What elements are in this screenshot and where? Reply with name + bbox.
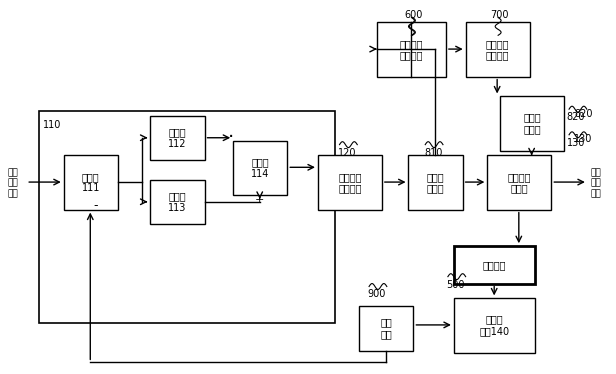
Text: 比例器
112: 比例器 112: [168, 128, 187, 149]
Text: 第二切
换开关: 第二切 换开关: [524, 113, 541, 134]
Bar: [487, 156, 551, 210]
Text: 500: 500: [447, 279, 465, 289]
Bar: [466, 22, 530, 77]
Text: 转矩
指令
信号: 转矩 指令 信号: [7, 168, 18, 198]
Text: 700: 700: [490, 10, 508, 19]
Text: 900: 900: [368, 289, 386, 299]
Text: 比较器
111: 比较器 111: [81, 172, 100, 193]
Bar: [408, 156, 463, 210]
Bar: [454, 298, 535, 353]
Text: 记录
仪器: 记录 仪器: [381, 318, 392, 339]
Text: 转矩传
感器140: 转矩传 感器140: [479, 315, 509, 336]
Text: 130: 130: [567, 138, 585, 148]
Bar: [150, 116, 205, 160]
Text: 第一切
换开关: 第一切 换开关: [427, 172, 444, 193]
Text: 第二功率
驱动单元: 第二功率 驱动单元: [486, 39, 509, 60]
Bar: [377, 22, 446, 77]
Bar: [39, 111, 334, 323]
Text: 120: 120: [338, 147, 357, 157]
Bar: [359, 306, 413, 350]
Text: +: +: [255, 195, 264, 205]
Bar: [150, 180, 205, 224]
Text: 820: 820: [574, 109, 593, 119]
Text: 转矩
输出
信号: 转矩 输出 信号: [590, 168, 601, 198]
Text: 三相异步
电动机: 三相异步 电动机: [508, 172, 531, 193]
Bar: [500, 96, 564, 151]
Text: 810: 810: [424, 147, 442, 157]
Text: -: -: [93, 199, 97, 212]
Bar: [454, 246, 535, 283]
Text: ·: ·: [228, 128, 234, 147]
Text: 第一功率
驱动单元: 第一功率 驱动单元: [338, 172, 362, 193]
Bar: [318, 156, 382, 210]
Bar: [63, 156, 118, 210]
Text: 130: 130: [574, 134, 593, 144]
Text: 测温装置: 测温装置: [482, 260, 506, 270]
Text: 600: 600: [404, 10, 423, 19]
Text: 110: 110: [43, 120, 62, 130]
Text: 定子电压
控制单元: 定子电压 控制单元: [400, 39, 423, 60]
Text: 积分器
113: 积分器 113: [168, 191, 187, 213]
Text: 820: 820: [567, 112, 585, 122]
Text: 加法器
114: 加法器 114: [251, 157, 269, 179]
Bar: [233, 141, 287, 195]
